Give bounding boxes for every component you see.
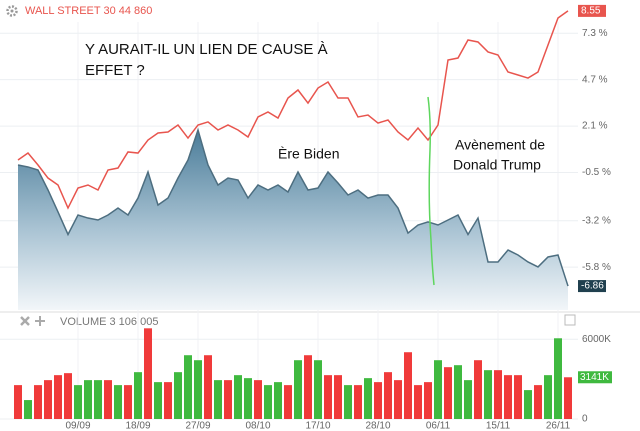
x-tick-label: 08/10 bbox=[245, 421, 270, 431]
y-tick-label: 7.3 % bbox=[582, 28, 608, 39]
bar bbox=[354, 385, 362, 419]
bar bbox=[454, 365, 462, 419]
annotation: Donald Trump bbox=[453, 157, 541, 173]
x-tick-label: 28/10 bbox=[365, 421, 390, 431]
bar bbox=[44, 380, 52, 419]
bar bbox=[394, 380, 402, 419]
bar bbox=[324, 375, 332, 419]
y-tick-label: -5.8 % bbox=[582, 262, 611, 273]
last-value-label: -6.86 bbox=[581, 281, 604, 292]
bar bbox=[134, 372, 142, 419]
hand-drawn-line bbox=[427, 96, 435, 286]
bar bbox=[284, 385, 292, 419]
bar bbox=[84, 380, 92, 419]
bar bbox=[24, 400, 32, 419]
bar bbox=[124, 385, 132, 419]
bar bbox=[344, 385, 352, 419]
last-value-tag: -6.86 bbox=[578, 280, 606, 293]
annotation: Ère Biden bbox=[278, 146, 339, 162]
bar bbox=[144, 328, 152, 419]
bar bbox=[364, 378, 372, 419]
bar bbox=[164, 382, 172, 419]
y-tick-label: -0.5 % bbox=[582, 167, 611, 178]
current-volume-box bbox=[578, 371, 612, 384]
last-value-box bbox=[578, 4, 606, 17]
bar bbox=[414, 385, 422, 419]
last-value-box bbox=[578, 280, 606, 293]
bar bbox=[334, 375, 342, 419]
bar bbox=[234, 375, 242, 419]
bar bbox=[214, 380, 222, 419]
bar bbox=[464, 380, 472, 419]
bar bbox=[204, 355, 212, 419]
bar bbox=[154, 382, 162, 419]
bar bbox=[384, 372, 392, 419]
last-value-tag: 8.55 bbox=[578, 4, 606, 17]
bar bbox=[424, 382, 432, 419]
annotation: EFFET ? bbox=[85, 62, 145, 79]
bar bbox=[374, 382, 382, 419]
annotation: Y AURAIT-IL UN LIEN DE CAUSE À bbox=[85, 41, 328, 58]
bar bbox=[34, 385, 42, 419]
bar bbox=[554, 338, 562, 419]
bar bbox=[104, 380, 112, 419]
bar bbox=[254, 380, 262, 419]
bar bbox=[224, 380, 232, 419]
bar bbox=[534, 385, 542, 419]
series-line bbox=[17, 127, 569, 287]
move-icon[interactable] bbox=[35, 316, 45, 326]
x-tick-label: 06/11 bbox=[426, 421, 451, 431]
bar bbox=[514, 375, 522, 419]
y-tick-label: 0 bbox=[582, 414, 588, 425]
current-volume-tag: 3141K bbox=[578, 371, 612, 384]
bar bbox=[74, 385, 82, 419]
last-value-label: 8.55 bbox=[581, 6, 601, 17]
y-tick-label: 6000K bbox=[582, 334, 611, 345]
bar bbox=[474, 360, 482, 419]
bar bbox=[14, 385, 22, 419]
x-tick-label: 26/11 bbox=[546, 421, 571, 431]
annotation: Avènement de bbox=[455, 137, 545, 153]
bar bbox=[544, 375, 552, 419]
chart-title: WALL STREET 30 44 860 bbox=[25, 5, 152, 17]
bar bbox=[54, 375, 62, 419]
bar bbox=[314, 360, 322, 419]
current-volume-label: 3141K bbox=[580, 372, 609, 383]
x-tick-label: 17/10 bbox=[305, 421, 330, 431]
bar bbox=[484, 370, 492, 419]
bar bbox=[64, 373, 72, 419]
bar bbox=[294, 360, 302, 419]
bar bbox=[524, 390, 532, 419]
checkbox[interactable] bbox=[564, 314, 576, 326]
bar bbox=[174, 372, 182, 419]
x-tick-label: 27/09 bbox=[185, 421, 210, 431]
bar bbox=[94, 380, 102, 419]
bar bbox=[434, 360, 442, 419]
bar bbox=[404, 352, 412, 419]
area-fill bbox=[18, 130, 568, 310]
settings-icon[interactable] bbox=[6, 5, 18, 17]
x-tick-label: 15/11 bbox=[486, 421, 511, 431]
y-tick-label: 4.7 % bbox=[582, 74, 608, 85]
bar bbox=[264, 385, 272, 419]
x-tick-label: 09/09 bbox=[65, 421, 90, 431]
bar bbox=[244, 378, 252, 419]
series-line bbox=[17, 10, 569, 210]
bar bbox=[194, 360, 202, 419]
close-icon[interactable] bbox=[20, 316, 30, 326]
bar bbox=[304, 355, 312, 419]
bar bbox=[494, 370, 502, 419]
bar bbox=[184, 355, 192, 419]
bar bbox=[114, 385, 122, 419]
bar bbox=[274, 382, 282, 419]
x-tick-label: 18/09 bbox=[125, 421, 150, 431]
y-tick-label: -3.2 % bbox=[582, 215, 611, 226]
bar bbox=[564, 377, 572, 419]
bar bbox=[504, 375, 512, 419]
volume-title: VOLUME 3 106 005 bbox=[60, 316, 158, 328]
bar bbox=[444, 367, 452, 419]
y-tick-label: 2.1 % bbox=[582, 121, 608, 132]
